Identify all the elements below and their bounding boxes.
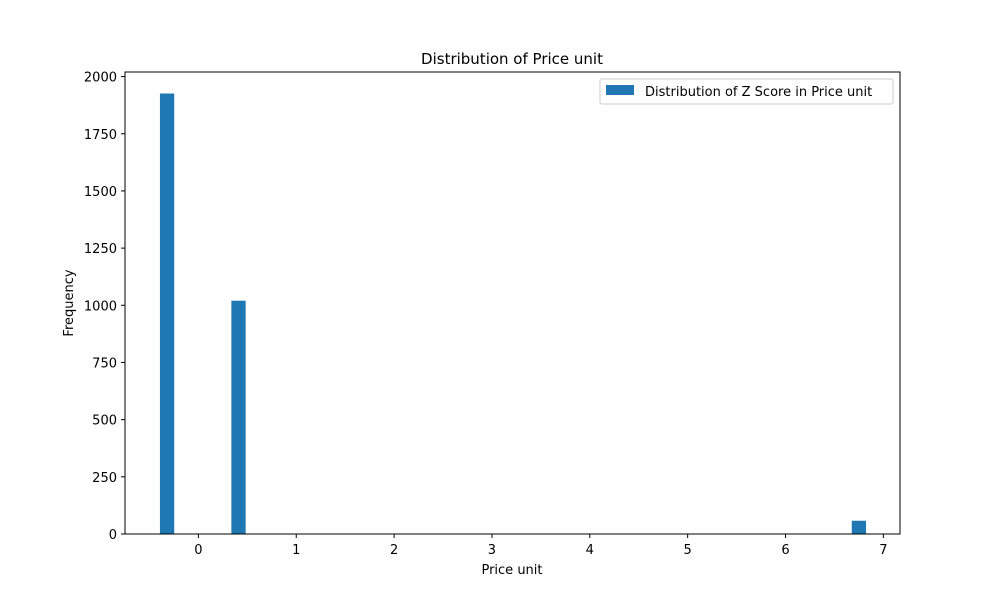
y-axis-label: Frequency bbox=[62, 269, 77, 336]
x-tick-label: 0 bbox=[194, 543, 202, 558]
plot-frame bbox=[124, 71, 901, 535]
legend-box bbox=[599, 78, 894, 105]
bar-2 bbox=[851, 520, 867, 534]
y-tick-label: 1000 bbox=[84, 299, 117, 314]
bars-group bbox=[159, 93, 867, 534]
y-tick-label: 1750 bbox=[84, 128, 117, 143]
x-tick-label: 4 bbox=[586, 543, 594, 558]
y-tick-label: 500 bbox=[92, 414, 117, 429]
y-tick-label: 750 bbox=[92, 356, 117, 371]
y-tick-label: 2000 bbox=[84, 71, 117, 86]
y-tick-label: 0 bbox=[109, 528, 117, 543]
x-tick-label: 5 bbox=[684, 543, 692, 558]
legend-label: Distribution of Z Score in Price unit bbox=[645, 85, 872, 100]
y-tick-label: 1250 bbox=[84, 242, 117, 257]
legend-swatch bbox=[606, 85, 634, 95]
bar-0 bbox=[159, 93, 175, 534]
x-tick-label: 6 bbox=[781, 543, 789, 558]
bar-1 bbox=[231, 300, 246, 534]
x-tick-label: 3 bbox=[488, 543, 496, 558]
legend: Distribution of Z Score in Price unit bbox=[599, 78, 894, 105]
chart-title: Distribution of Price unit bbox=[421, 50, 603, 68]
y-tick-label: 250 bbox=[92, 471, 117, 486]
x-tick-label: 2 bbox=[390, 543, 398, 558]
x-tick-label: 7 bbox=[879, 543, 887, 558]
x-tick-label: 1 bbox=[292, 543, 300, 558]
x-axis-label: Price unit bbox=[481, 563, 542, 578]
y-tick-label: 1500 bbox=[84, 185, 117, 200]
y-axis-ticks: 0 250 500 750 1000 1250 1500 1750 2000 bbox=[84, 71, 125, 543]
x-axis-ticks: 0 1 2 3 4 5 6 7 bbox=[194, 534, 888, 558]
